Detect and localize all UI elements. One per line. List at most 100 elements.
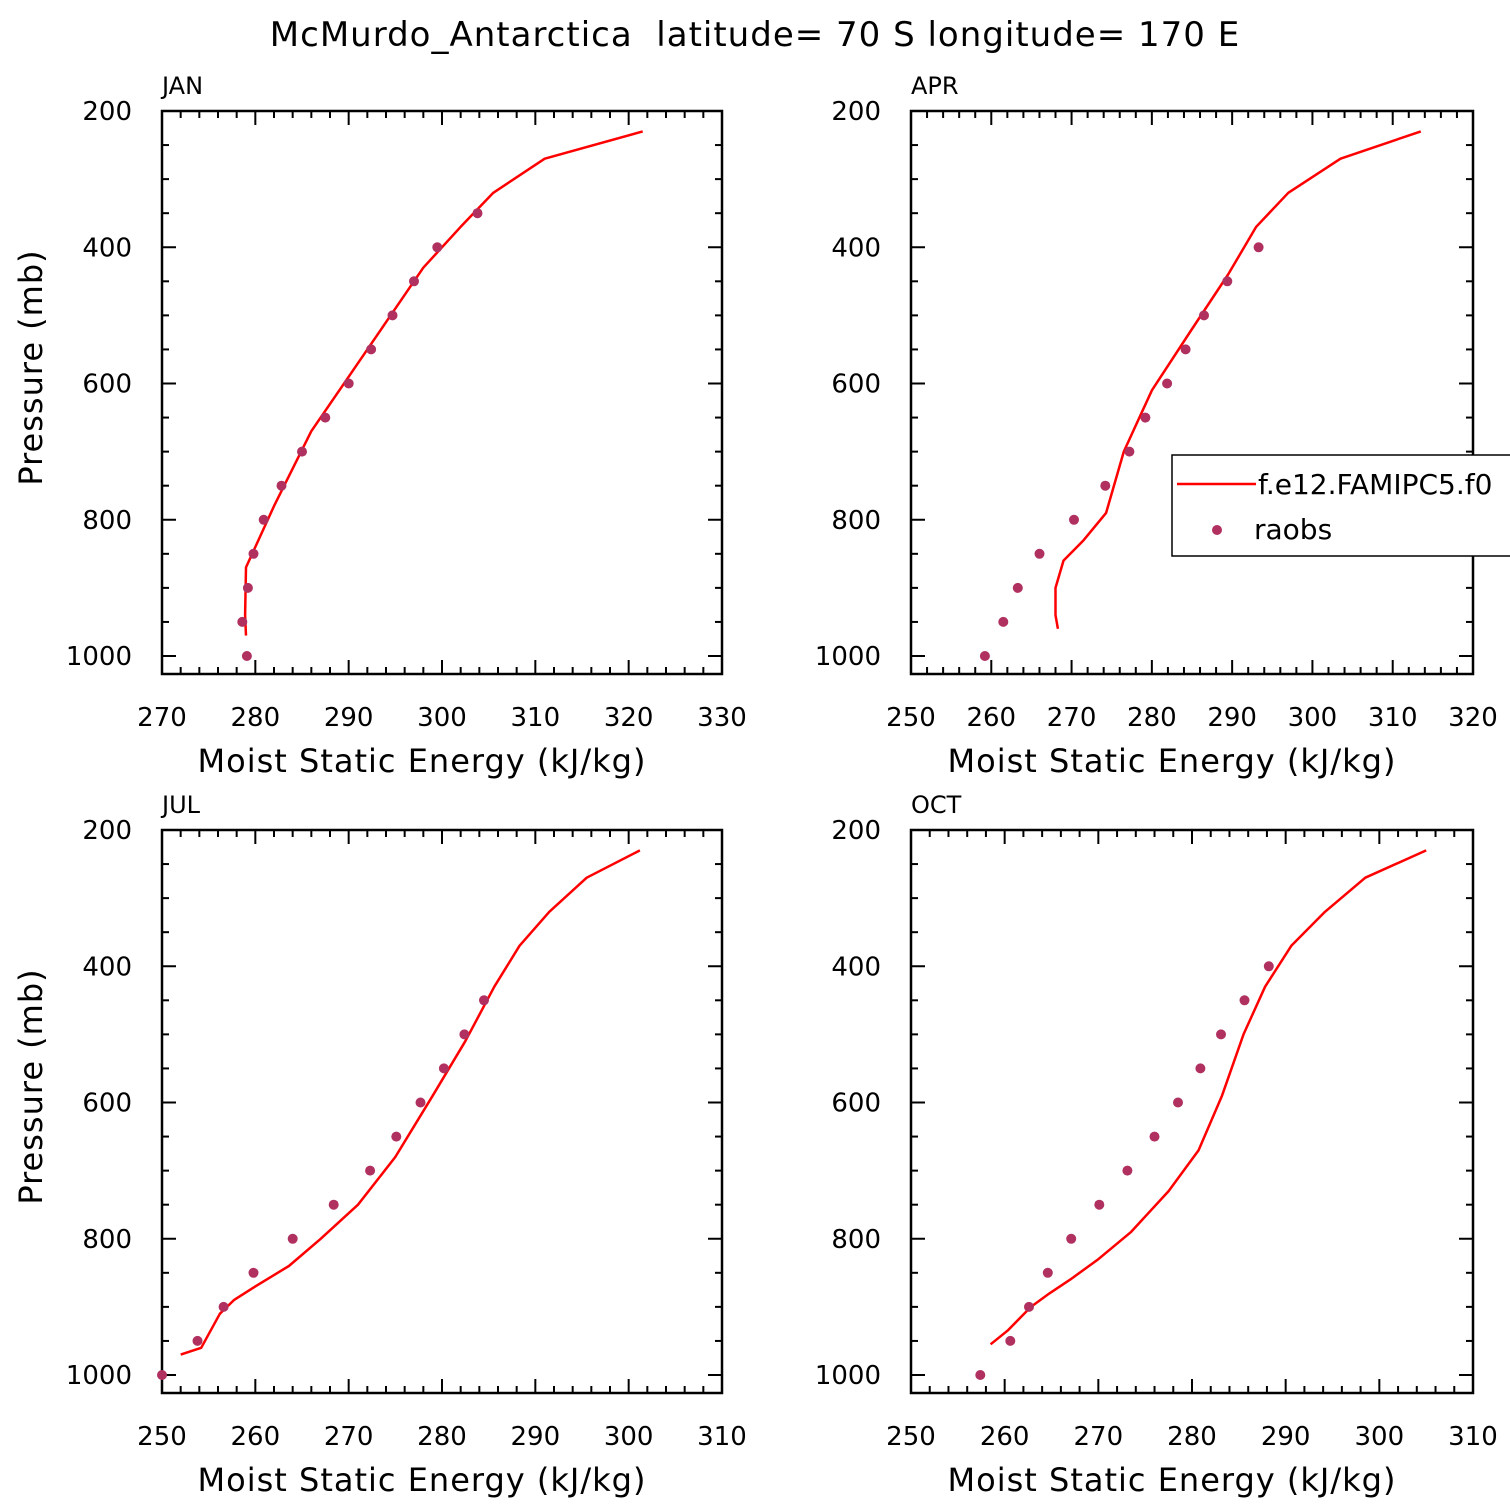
jul-obs-point: [365, 1165, 376, 1176]
jul-obs-point: [391, 1131, 402, 1142]
oct-x-tick-label: 300: [1355, 1422, 1405, 1452]
apr-obs-point: [1180, 344, 1191, 355]
jan-x-axis-label: Moist Static Energy (kJ/kg): [198, 742, 647, 780]
oct-obs-point: [1173, 1097, 1183, 1108]
jan-obs-point: [409, 276, 419, 287]
jul-plot-frame: [160, 828, 724, 1395]
apr-panel-title: APR: [911, 72, 959, 100]
jan-obs-point: [237, 616, 248, 627]
apr-x-axis-label: Moist Static Energy (kJ/kg): [948, 742, 1397, 780]
jan-obs-point: [297, 446, 307, 457]
panel-apr: 250 260 270 280 290 300 310 320 200 400 600 800 1000…: [815, 72, 1498, 780]
jan-y-tick-label: 600: [82, 370, 132, 400]
jan-x-tick-label: 280: [231, 703, 281, 733]
apr-x-tick-label: 300: [1288, 703, 1338, 733]
oct-obs-point: [1195, 1063, 1206, 1074]
oct-y-tick-label: 1000: [815, 1361, 881, 1391]
oct-obs-point: [975, 1370, 986, 1380]
jan-y-tick-label: 800: [82, 506, 132, 536]
apr-obs-point: [1199, 310, 1209, 321]
apr-obs-point: [979, 651, 990, 661]
apr-y-tick-label: 800: [831, 506, 881, 536]
jan-x-tick-label: 330: [697, 703, 747, 733]
apr-x-tick-label: 320: [1448, 703, 1498, 733]
oct-obs-point: [1122, 1165, 1133, 1176]
jan-obs-point: [472, 208, 483, 219]
apr-x-tick-label: 270: [1047, 703, 1097, 733]
oct-panel-title: OCT: [911, 791, 962, 819]
jan-obs-point: [343, 378, 354, 389]
jan-x-tick-label: 300: [417, 703, 467, 733]
apr-x-tick-label: 280: [1127, 703, 1177, 733]
apr-y-tick-label: 400: [831, 233, 881, 263]
legend-dot-swatch: [1212, 525, 1222, 535]
apr-y-tick-label: 1000: [815, 642, 881, 672]
jan-x-tick-label: 320: [604, 703, 654, 733]
oct-x-tick-label: 310: [1448, 1422, 1498, 1452]
apr-plot-frame: [909, 109, 1475, 676]
jul-x-tick-label: 300: [604, 1422, 654, 1452]
jul-y-tick-label: 400: [82, 952, 132, 982]
jan-y-tick-label: 400: [82, 233, 132, 263]
jul-x-tick-label: 310: [697, 1422, 747, 1452]
jul-y-tick-label: 800: [82, 1225, 132, 1255]
apr-obs-point: [1124, 446, 1135, 457]
apr-obs-point: [1034, 548, 1045, 559]
oct-plot-frame: [909, 828, 1475, 1395]
oct-y-tick-label: 600: [831, 1089, 881, 1119]
oct-y-tick-label: 200: [831, 816, 881, 846]
oct-obs-point: [1094, 1199, 1105, 1210]
jan-obs-point: [366, 344, 377, 355]
jul-x-tick-label: 250: [137, 1422, 187, 1452]
jan-model-line: [243, 130, 644, 636]
jul-obs-point: [248, 1267, 259, 1278]
jul-obs-point: [459, 1029, 470, 1040]
jan-y-axis-label: Pressure (mb): [12, 249, 50, 485]
oct-x-tick-label: 250: [886, 1422, 936, 1452]
oct-obs-point: [1066, 1233, 1077, 1244]
jan-obs-point: [320, 412, 331, 423]
oct-x-tick-label: 280: [1167, 1422, 1217, 1452]
jan-obs-point: [276, 480, 287, 491]
panel-jul: 250 260 270 280 290 300 310 200 400 600 800 1000 JUL…: [12, 791, 747, 1499]
apr-model-line: [1054, 130, 1422, 630]
oct-obs-point: [1239, 995, 1250, 1006]
jul-x-tick-label: 290: [511, 1422, 561, 1452]
jan-obs-point: [387, 310, 398, 321]
apr-obs-point: [1222, 276, 1233, 287]
oct-obs-point: [1005, 1335, 1016, 1346]
jan-y-tick-label: 200: [82, 97, 132, 127]
jul-obs-point: [157, 1370, 167, 1380]
oct-x-tick-label: 290: [1261, 1422, 1311, 1452]
apr-obs-point: [1012, 582, 1023, 593]
legend: f.e12.FAMIPC5.f0 raobs: [1171, 454, 1510, 557]
jul-y-axis-label: Pressure (mb): [12, 968, 50, 1204]
jul-obs-point: [328, 1199, 339, 1210]
jul-y-tick-label: 1000: [66, 1361, 132, 1391]
jan-y-tick-label: 1000: [66, 642, 132, 672]
oct-obs-point: [1149, 1131, 1160, 1142]
oct-x-tick-label: 270: [1074, 1422, 1124, 1452]
jan-panel-title: JAN: [160, 72, 203, 100]
apr-obs-point: [1069, 514, 1079, 525]
jan-obs-point: [241, 651, 252, 661]
legend-model-label: f.e12.FAMIPC5.f0: [1258, 468, 1492, 501]
legend-box: [1171, 454, 1510, 557]
jul-x-axis-label: Moist Static Energy (kJ/kg): [198, 1461, 647, 1499]
jan-obs-point: [248, 548, 259, 559]
apr-obs-point: [998, 616, 1009, 627]
oct-y-tick-label: 800: [831, 1225, 881, 1255]
apr-x-tick-label: 290: [1207, 703, 1257, 733]
jul-panel-title: JUL: [160, 791, 201, 819]
oct-x-axis-label: Moist Static Energy (kJ/kg): [948, 1461, 1397, 1499]
jul-obs-point: [218, 1301, 229, 1312]
oct-model-line: [989, 849, 1427, 1346]
apr-obs-point: [1100, 480, 1111, 491]
jul-model-line: [180, 849, 641, 1356]
oct-obs-point: [1042, 1267, 1053, 1278]
oct-obs-point: [1024, 1301, 1034, 1312]
jan-obs-point: [432, 242, 443, 253]
apr-y-tick-label: 200: [831, 97, 881, 127]
panel-jan: 270 280 290 300 310 320 330 200 400 600 800 1000 JAN…: [12, 72, 747, 780]
